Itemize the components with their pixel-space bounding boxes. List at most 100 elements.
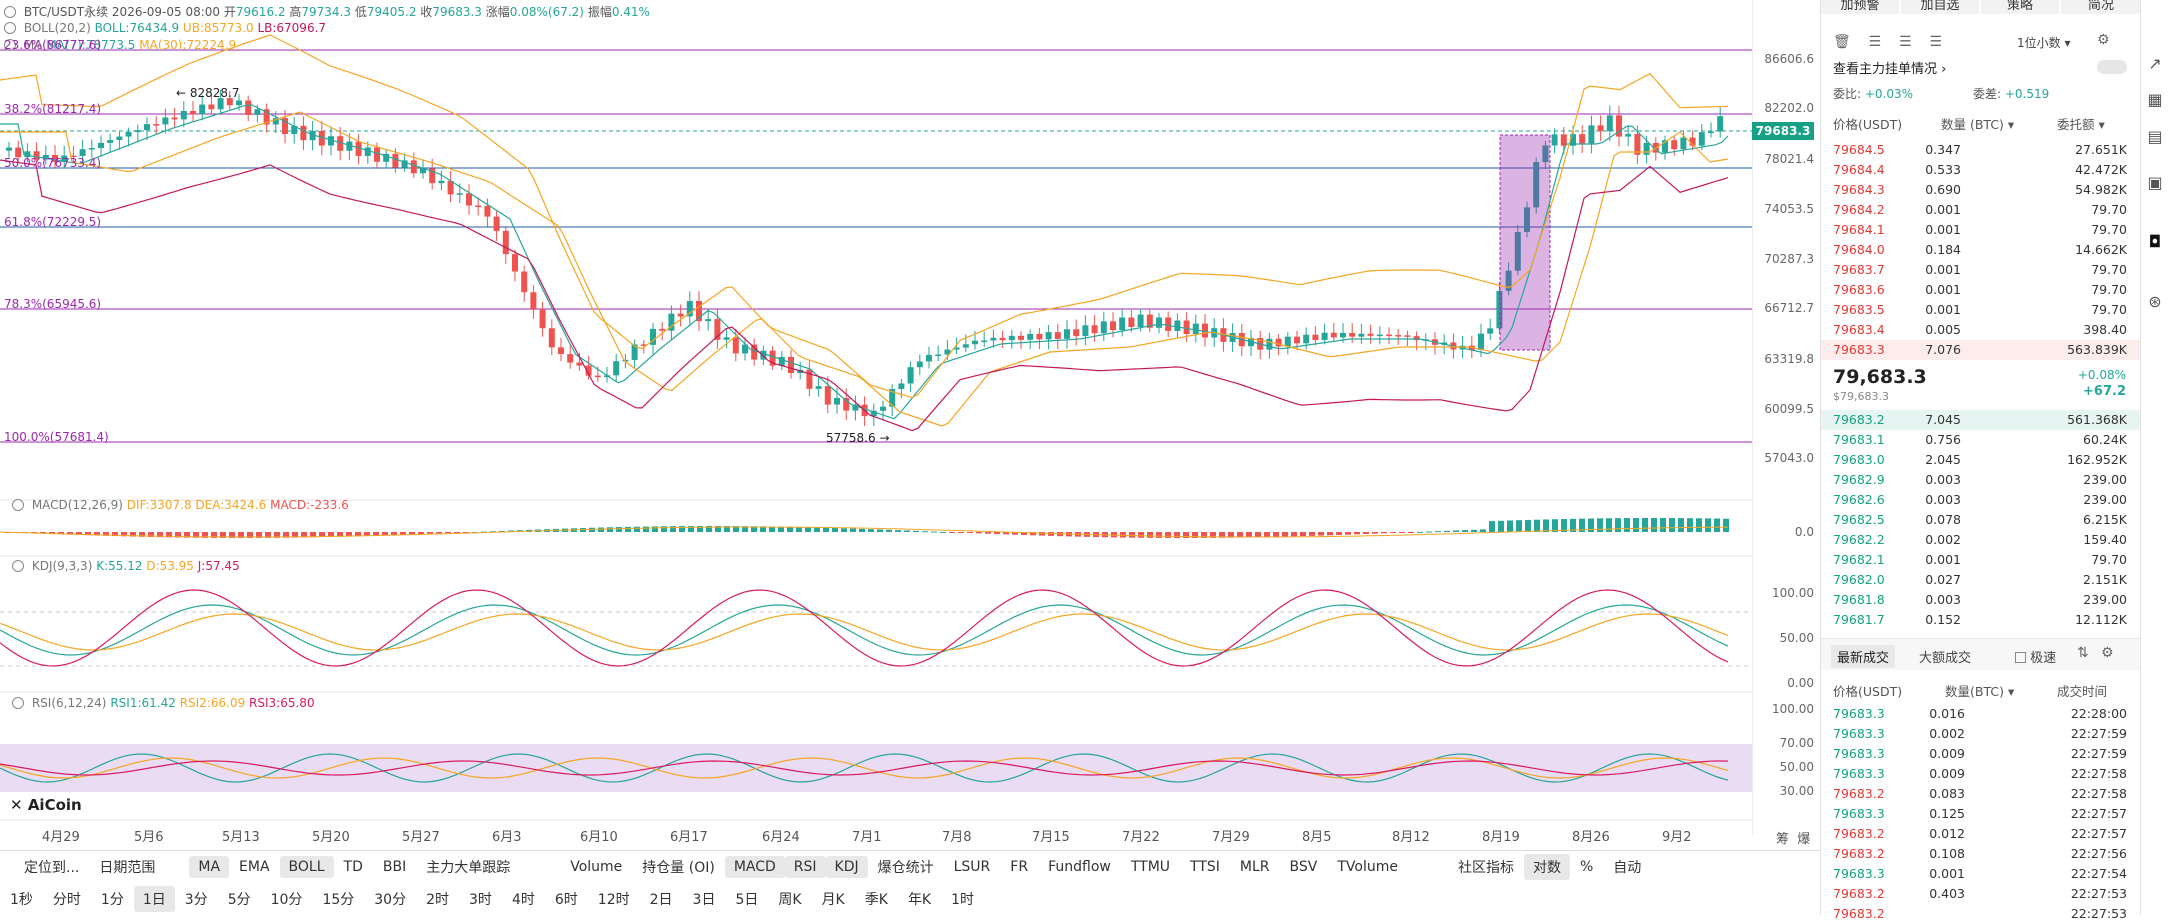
- ask-row[interactable]: 79684.3 0.690 54.982K: [1821, 180, 2141, 200]
- depth-toggle[interactable]: [2097, 60, 2127, 74]
- interval-0[interactable]: 1秒: [10, 892, 33, 908]
- chart-icon[interactable]: ↗: [2148, 54, 2162, 73]
- toolbar-item-20[interactable]: BSV: [1289, 859, 1318, 875]
- interval-17[interactable]: 周K: [778, 892, 802, 908]
- interval-3[interactable]: 1日: [133, 886, 175, 912]
- bid-row[interactable]: 79682.2 0.002 159.40: [1821, 530, 2141, 550]
- interval-20[interactable]: 年K: [907, 892, 932, 908]
- toolbar-item-11[interactable]: RSI: [784, 856, 826, 878]
- table-icon[interactable]: ▤: [2147, 127, 2163, 146]
- trash-icon[interactable]: 🗑: [1833, 34, 1851, 50]
- toolbar-item-9[interactable]: 持仓量 (OI): [642, 860, 715, 876]
- toolbar-item-18[interactable]: TTSI: [1190, 859, 1220, 875]
- filter-icon[interactable]: ⇅: [2077, 645, 2089, 661]
- depth-title[interactable]: 查看主力挂单情况 ›: [1833, 62, 1947, 77]
- bid-row[interactable]: 79681.8 0.003 239.00: [1821, 590, 2141, 610]
- interval-5[interactable]: 5分: [227, 892, 251, 908]
- ask-row[interactable]: 79683.6 0.001 79.70: [1821, 280, 2141, 300]
- toolbar-item-10[interactable]: MACD: [724, 856, 785, 878]
- fast-mode-checkbox[interactable]: 极速: [2015, 647, 2056, 666]
- ask-row[interactable]: 79683.5 0.001 79.70: [1821, 300, 2141, 320]
- toolbar-item-0[interactable]: 定位到...: [24, 860, 80, 876]
- ask-row[interactable]: 79684.2 0.001 79.70: [1821, 200, 2141, 220]
- bid-row[interactable]: 79683.2 7.045 561.368K: [1821, 410, 2141, 430]
- col-qty[interactable]: 数量 (BTC) ▾: [1941, 117, 2015, 132]
- bid-row[interactable]: 79683.0 2.045 162.952K: [1821, 450, 2141, 470]
- depth-icon[interactable]: ▦: [2147, 90, 2163, 109]
- interval-18[interactable]: 月K: [821, 892, 845, 908]
- bid-row[interactable]: 79681.7 0.152 12.112K: [1821, 610, 2141, 630]
- eye-icon[interactable]: [12, 560, 24, 572]
- toolbar-item-1[interactable]: 日期范围: [99, 860, 156, 876]
- bid-row[interactable]: 79682.5 0.078 6.215K: [1821, 510, 2141, 530]
- eye-icon[interactable]: [12, 697, 24, 709]
- toolbar-item-4[interactable]: BOLL: [279, 856, 334, 878]
- share-icon[interactable]: ⊛: [2148, 292, 2162, 311]
- toolbar-item-17[interactable]: TTMU: [1130, 859, 1171, 875]
- interval-8[interactable]: 30分: [374, 892, 407, 908]
- toolbar-item-13[interactable]: 爆仓统计: [877, 860, 934, 876]
- bot-icon[interactable]: ◘: [2148, 232, 2162, 251]
- ask-row[interactable]: 79684.4 0.533 42.472K: [1821, 160, 2141, 180]
- trades-col-qty[interactable]: 数量(BTC) ▾: [1945, 684, 2015, 699]
- interval-13[interactable]: 12时: [597, 892, 630, 908]
- chart-pane[interactable]: BTC/USDT永续 2026-09-05 08:00 开79616.2 高79…: [0, 0, 1820, 847]
- toolbar-item-25[interactable]: 自动: [1613, 860, 1642, 876]
- ask-row[interactable]: 79683.7 0.001 79.70: [1821, 260, 2141, 280]
- candlestick-chart[interactable]: [0, 0, 1752, 845]
- watchlist-button[interactable]: 加自选: [1901, 0, 1979, 14]
- interval-21[interactable]: 1时: [951, 892, 975, 908]
- tab-latest-trades[interactable]: 最新成交: [1831, 645, 1896, 668]
- eye-icon[interactable]: [12, 499, 24, 511]
- book-icon[interactable]: ▣: [2147, 173, 2163, 192]
- ask-row[interactable]: 79683.3 7.076 563.839K: [1821, 340, 2141, 360]
- toolbar-item-24[interactable]: %: [1579, 859, 1594, 875]
- bid-row[interactable]: 79682.9 0.003 239.00: [1821, 470, 2141, 490]
- toolbar-item-16[interactable]: Fundflow: [1048, 859, 1111, 875]
- toolbar-item-14[interactable]: LSUR: [953, 859, 991, 875]
- interval-12[interactable]: 6时: [554, 892, 578, 908]
- interval-4[interactable]: 3分: [184, 892, 208, 908]
- toolbar-item-15[interactable]: FR: [1010, 859, 1029, 875]
- ask-row[interactable]: 79684.5 0.347 27.651K: [1821, 140, 2141, 160]
- ask-row[interactable]: 79684.1 0.001 79.70: [1821, 220, 2141, 240]
- interval-11[interactable]: 4时: [511, 892, 535, 908]
- bids-only-icon[interactable]: ☰: [1898, 34, 1912, 50]
- interval-1[interactable]: 分时: [52, 892, 81, 908]
- toolbar-item-12[interactable]: KDJ: [825, 856, 868, 878]
- toolbar-item-8[interactable]: Volume: [570, 859, 623, 875]
- overview-button[interactable]: 简况: [2061, 0, 2141, 14]
- toolbar-item-5[interactable]: TD: [343, 859, 363, 875]
- toolbar-item-2[interactable]: MA: [189, 856, 230, 878]
- bid-row[interactable]: 79682.0 0.027 2.151K: [1821, 570, 2141, 590]
- interval-16[interactable]: 5日: [735, 892, 759, 908]
- eye-icon[interactable]: [4, 22, 16, 34]
- toolbar-item-21[interactable]: TVolume: [1337, 859, 1398, 875]
- interval-6[interactable]: 10分: [270, 892, 303, 908]
- ask-row[interactable]: 79684.0 0.184 14.662K: [1821, 240, 2141, 260]
- precision-select[interactable]: 1位小数 ▾: [2017, 36, 2071, 50]
- interval-14[interactable]: 2日: [649, 892, 673, 908]
- toolbar-item-6[interactable]: BBI: [382, 859, 407, 875]
- toolbar-item-7[interactable]: 主力大单跟踪: [426, 860, 511, 876]
- eye-icon[interactable]: [4, 6, 16, 18]
- interval-15[interactable]: 3日: [692, 892, 716, 908]
- bid-row[interactable]: 79682.6 0.003 239.00: [1821, 490, 2141, 510]
- axis-corner[interactable]: 筹 爆: [1776, 832, 1811, 847]
- gear-icon[interactable]: ⚙: [2101, 645, 2114, 661]
- interval-7[interactable]: 15分: [322, 892, 355, 908]
- toolbar-item-3[interactable]: EMA: [239, 859, 270, 875]
- settings-icon[interactable]: ⚙: [2097, 32, 2110, 48]
- both-sides-icon[interactable]: ☰: [1868, 34, 1882, 50]
- interval-19[interactable]: 季K: [864, 892, 888, 908]
- strategy-button[interactable]: 策略: [1981, 0, 2059, 14]
- bid-row[interactable]: 79682.1 0.001 79.70: [1821, 550, 2141, 570]
- toolbar-item-19[interactable]: MLR: [1239, 859, 1270, 875]
- eye-icon[interactable]: [4, 39, 16, 51]
- col-total[interactable]: 委托额 ▾: [2057, 117, 2105, 132]
- toolbar-item-23[interactable]: 对数: [1523, 854, 1570, 880]
- interval-2[interactable]: 1分: [100, 892, 124, 908]
- asks-only-icon[interactable]: ☰: [1929, 34, 1942, 50]
- interval-9[interactable]: 2时: [426, 892, 450, 908]
- tab-large-trades[interactable]: 大额成交: [1919, 651, 1972, 666]
